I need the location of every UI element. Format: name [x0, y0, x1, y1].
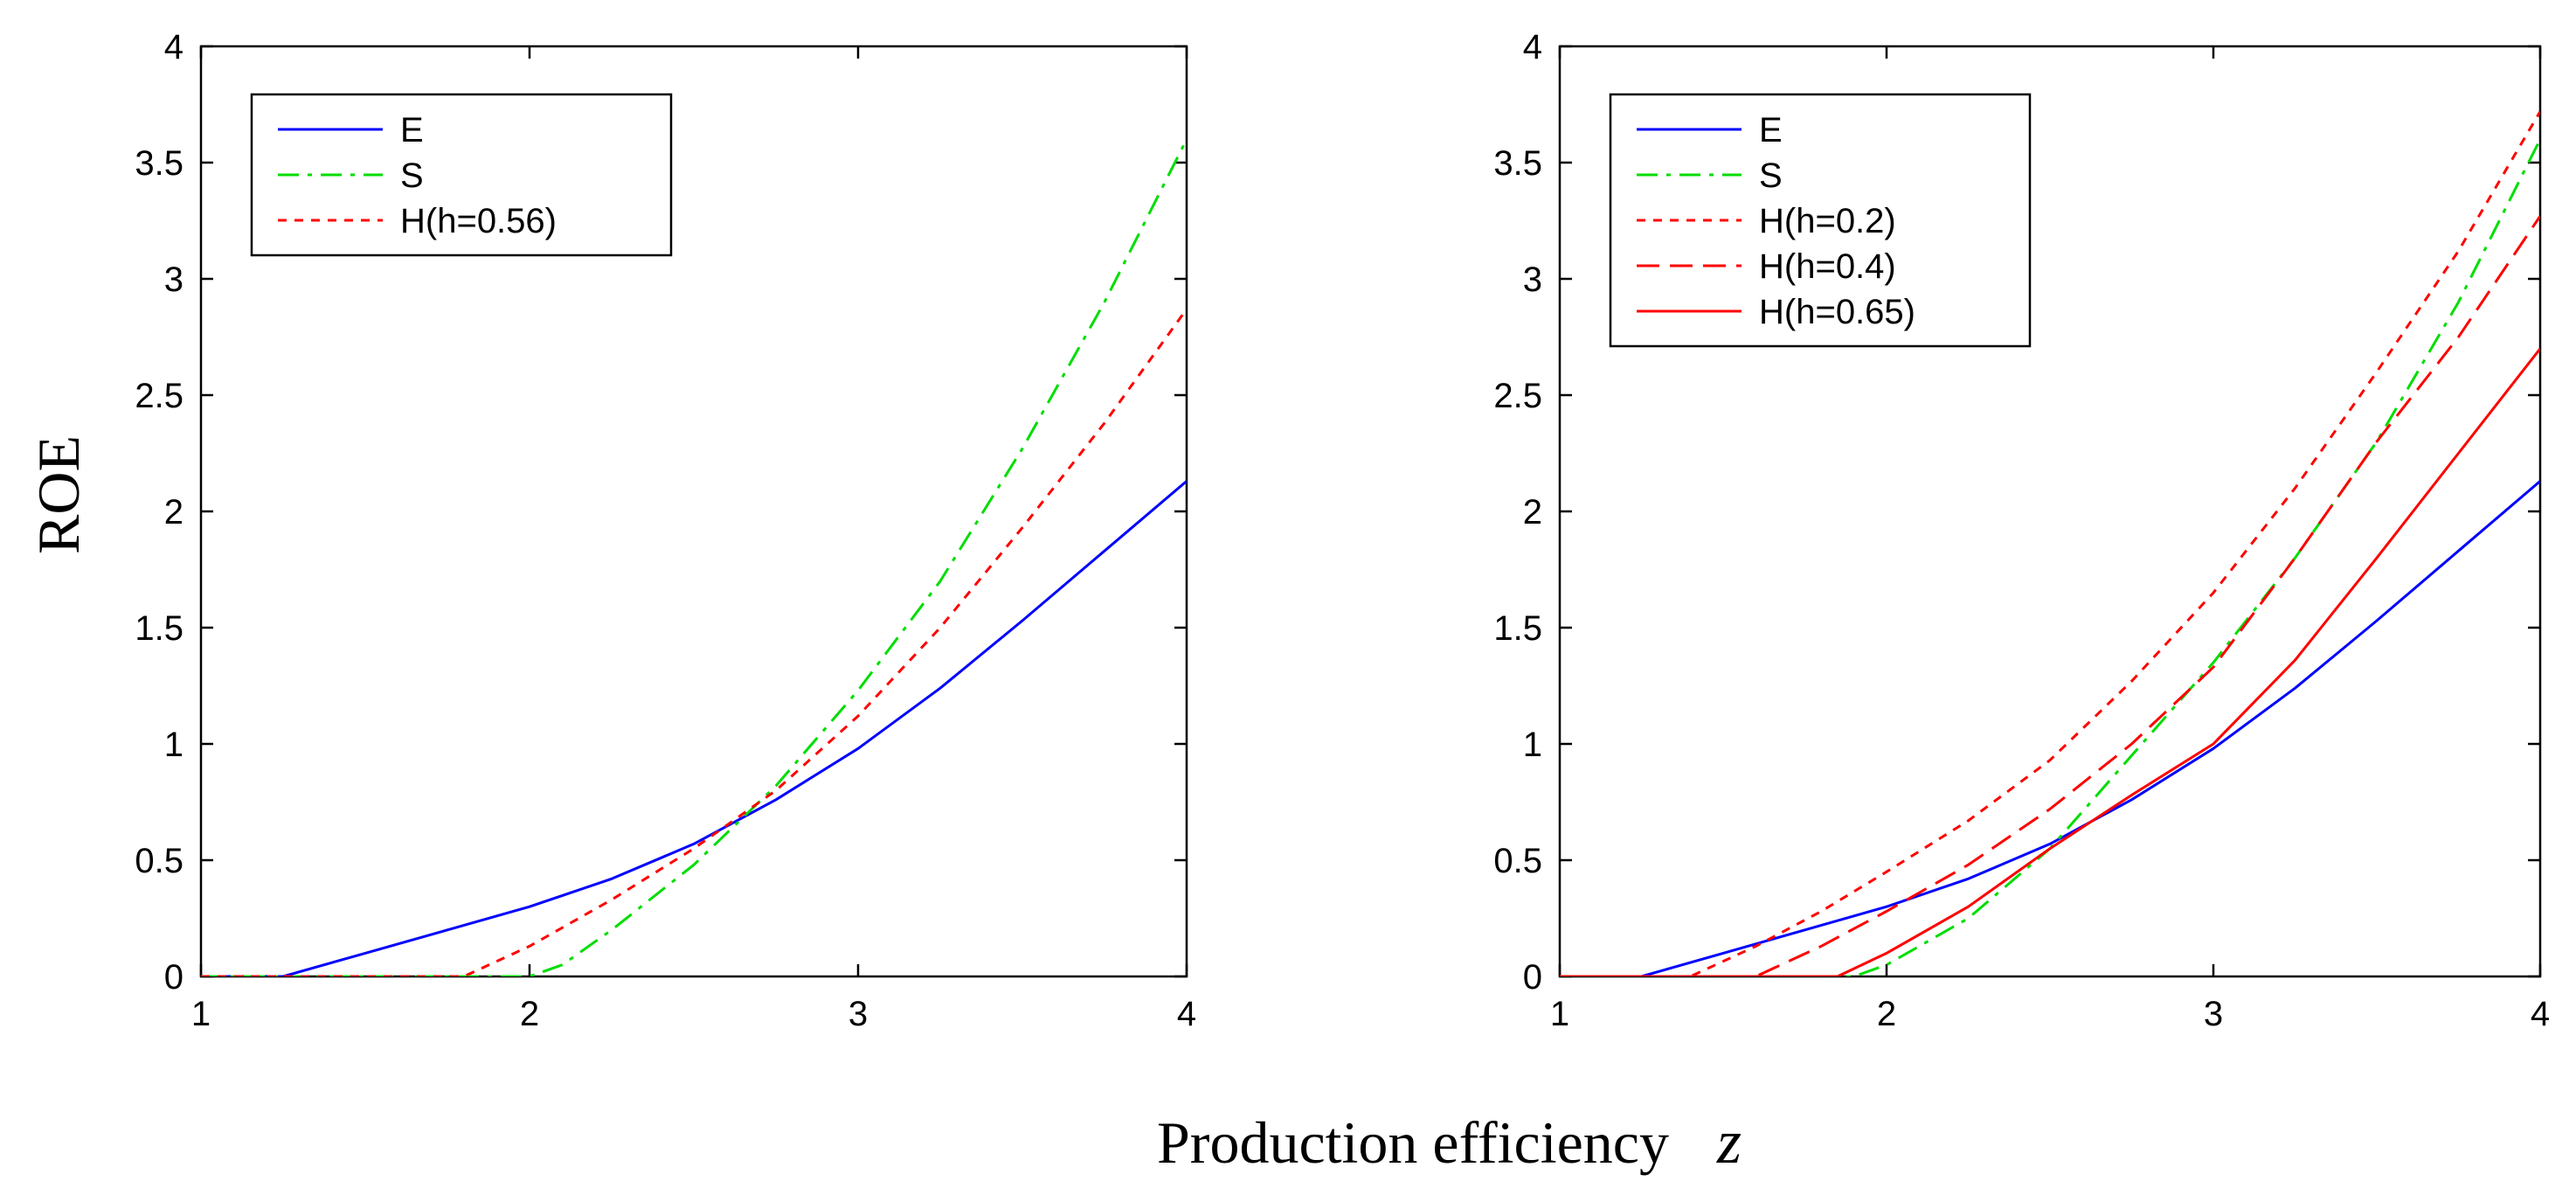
right-series-line-h-h-0-65: [1560, 347, 2540, 976]
right-x-tick-label: 1: [1550, 995, 1569, 1033]
right-y-tick-label: 0: [1523, 958, 1542, 997]
left-x-tick-label: 1: [191, 995, 211, 1033]
x-axis-variable: z: [1716, 1107, 1742, 1177]
right-y-tick-label: 4: [1523, 28, 1542, 66]
right-x-tick-label: 4: [2531, 995, 2550, 1033]
left-x-tick-label: 4: [1177, 995, 1196, 1033]
left-series-line-h-h-0-56: [201, 308, 1187, 976]
left-y-tick-label: 3: [164, 261, 184, 299]
left-y-tick-label: 4: [164, 28, 184, 66]
right-y-tick-label: 3.5: [1493, 144, 1542, 183]
right-legend-label: S: [1759, 156, 1783, 195]
left-chart-panel: 1 2 3 4 0 0.5 1 1.5 2 2.5 3 3.5 4 ES H(h=0.56): [135, 28, 1196, 1033]
right-x-tick-label: 2: [1877, 995, 1896, 1033]
right-legend-box: [1609, 93, 2032, 348]
right-legend-label: H(h=0.65): [1759, 293, 1915, 331]
right-y-tick-label: 3: [1523, 261, 1542, 299]
left-y-tick-label: 1.5: [135, 609, 184, 648]
left-series-line-s: [201, 138, 1187, 976]
left-y-tick-label: 3.5: [135, 144, 184, 183]
right-legend-label: H(h=0.4): [1759, 247, 1896, 286]
right-legend: ES H(h=0.2) H(h=0.4) H(h=0.65): [1609, 93, 2032, 348]
right-legend-label: H(h=0.2): [1759, 202, 1896, 240]
left-legend: ES H(h=0.56): [250, 93, 673, 257]
left-y-tick-label: 2.5: [135, 377, 184, 415]
left-y-tick-label: 0: [164, 958, 184, 997]
right-y-tick-label: 2.5: [1493, 377, 1542, 415]
y-axis-label: ROE: [25, 435, 92, 554]
left-y-tick-label: 2: [164, 493, 184, 531]
left-legend-label: H(h=0.56): [400, 202, 557, 240]
right-y-tick-label: 2: [1523, 493, 1542, 531]
right-y-tick-label: 0.5: [1493, 842, 1542, 880]
right-series-line-s: [1560, 138, 2540, 976]
right-series-line-e: [1560, 480, 2540, 976]
left-legend-label: S: [400, 156, 424, 195]
left-x-tick-label: 2: [520, 995, 539, 1033]
right-series-line-h-h-0-2: [1560, 110, 2540, 976]
left-legend-label: E: [400, 111, 424, 149]
left-y-tick-label: 1: [164, 726, 184, 764]
left-x-tick-label: 3: [848, 995, 868, 1033]
left-y-tick-label: 0.5: [135, 842, 184, 880]
right-y-tick-label: 1: [1523, 726, 1542, 764]
x-axis-label: Production efficiency: [1157, 1109, 1669, 1176]
right-legend-label: E: [1759, 111, 1783, 149]
right-y-tick-label: 1.5: [1493, 609, 1542, 648]
left-series-line-e: [201, 480, 1187, 976]
right-x-tick-label: 3: [2204, 995, 2223, 1033]
right-chart-panel: 1 2 3 4 0 0.5 1 1.5 2 2.5 3 3.5 4 ES H(h=0.2) H(h=0.4) H…: [1493, 28, 2550, 1033]
